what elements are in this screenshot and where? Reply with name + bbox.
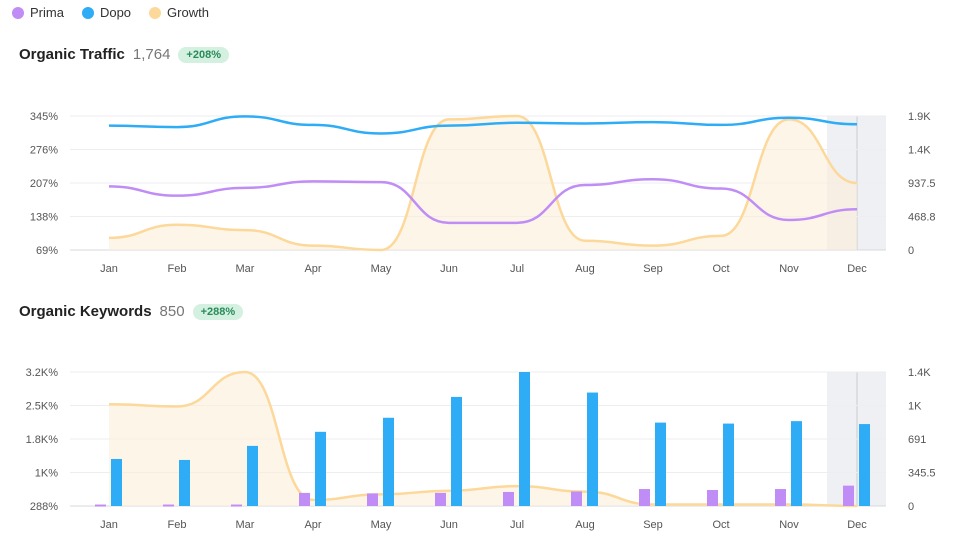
keywords-growth-badge: +288% <box>192 303 244 320</box>
left-tick-label: 1K% <box>35 468 58 480</box>
keywords-value: 850 <box>159 303 185 320</box>
keywords-header: Organic Keywords 850 +288% <box>19 303 244 320</box>
legend-label-prima: Prima <box>30 5 64 20</box>
growth-area <box>109 116 857 250</box>
prima-line <box>108 177 858 225</box>
dopo-bar <box>587 392 598 506</box>
organic-traffic-chart: 345% 1.9K 276% 1.4K 207% 937.5 138% 468.8 69% 0 Ja… <box>30 111 936 275</box>
x-tick-label: Sep <box>643 519 663 531</box>
x-tick-label: Dec <box>847 519 867 531</box>
right-tick-label: 345.5 <box>908 468 936 480</box>
right-tick-label: 0 <box>908 501 914 513</box>
x-tick-label: Dec <box>847 263 867 275</box>
right-tick-label: 1.4K <box>908 145 931 157</box>
traffic-header: Organic Traffic 1,764 +208% <box>19 46 229 63</box>
dopo-bar <box>859 424 870 506</box>
x-tick-label: Aug <box>575 519 595 531</box>
dopo-bar <box>383 417 394 506</box>
legend-label-dopo: Dopo <box>99 5 132 20</box>
dopo-bar <box>111 458 122 506</box>
legend-item-prima[interactable]: Prima <box>12 5 64 20</box>
x-tick-label: Jun <box>440 263 458 275</box>
x-tick-label: May <box>371 519 392 531</box>
keywords-title: Organic Keywords <box>19 303 152 320</box>
x-tick-label: Aug <box>575 263 595 275</box>
prima-dot-icon <box>12 6 24 19</box>
left-tick-label: 69% <box>36 245 58 257</box>
prima-bar <box>367 493 378 506</box>
organic-keywords-chart: 3.2K% 1.4K 2.5K% 1K 1.8K% 691 1K% 345.5 288% 0 Jan… <box>26 367 936 531</box>
x-tick-label: Feb <box>168 519 187 531</box>
x-tick-label: Feb <box>168 263 187 275</box>
x-tick-label: Oct <box>712 263 729 275</box>
x-tick-label: Jan <box>100 519 118 531</box>
x-tick-label: Jun <box>440 519 458 531</box>
right-tick-label: 1.9K <box>908 111 931 123</box>
left-tick-label: 207% <box>30 178 58 190</box>
growth-dot-icon <box>149 6 162 19</box>
legend-item-dopo[interactable]: Dopo <box>81 5 132 20</box>
x-tick-label: Nov <box>779 263 799 275</box>
prima-bar <box>707 490 718 506</box>
dopo-bar <box>179 459 190 506</box>
right-tick-label: 1K <box>908 401 922 413</box>
prima-bar <box>503 491 514 506</box>
prima-bar <box>571 491 582 506</box>
prima-bar <box>639 489 650 506</box>
left-tick-label: 276% <box>30 145 58 157</box>
traffic-growth-badge: +208% <box>178 46 229 63</box>
left-tick-label: 1.8K% <box>26 434 59 446</box>
x-tick-label: Mar <box>236 263 255 275</box>
left-tick-label: 345% <box>30 111 58 123</box>
dopo-dot-icon <box>81 6 94 19</box>
left-tick-label: 138% <box>30 212 58 224</box>
right-tick-label: 0 <box>908 245 914 257</box>
x-tick-label: May <box>371 263 392 275</box>
right-tick-label: 691 <box>908 434 926 446</box>
x-tick-label: Sep <box>643 263 663 275</box>
right-tick-label: 468.8 <box>908 212 936 224</box>
dopo-bar <box>655 422 666 506</box>
left-tick-label: 288% <box>30 501 58 513</box>
legend: Prima Dopo Growth <box>12 5 209 20</box>
dopo-bar <box>451 396 462 506</box>
prima-bar <box>163 504 174 507</box>
x-tick-label: Apr <box>304 519 321 531</box>
right-tick-label: 937.5 <box>908 178 936 190</box>
dopo-bar <box>791 421 802 506</box>
x-tick-label: Nov <box>779 519 799 531</box>
dopo-line <box>108 115 858 135</box>
left-tick-label: 2.5K% <box>26 401 59 413</box>
prima-bar <box>775 489 786 506</box>
dopo-bar <box>247 445 258 506</box>
prima-bar <box>95 504 106 507</box>
prima-bar <box>299 492 310 506</box>
dopo-bar <box>519 372 530 506</box>
x-tick-label: Jul <box>510 519 524 531</box>
dopo-bar <box>723 423 734 506</box>
prima-bar <box>231 504 242 507</box>
prima-bar <box>843 485 854 506</box>
legend-label-growth: Growth <box>167 5 209 20</box>
x-tick-label: Oct <box>712 519 729 531</box>
x-tick-label: Mar <box>236 519 255 531</box>
x-tick-label: Jul <box>510 263 524 275</box>
traffic-value: 1,764 <box>132 46 171 63</box>
x-tick-label: Apr <box>304 263 321 275</box>
x-tick-label: Jan <box>100 263 118 275</box>
left-tick-label: 3.2K% <box>26 367 59 379</box>
right-tick-label: 1.4K <box>908 367 931 379</box>
dopo-bar <box>315 431 326 506</box>
legend-item-growth[interactable]: Growth <box>149 5 209 20</box>
prima-bar <box>435 492 446 506</box>
traffic-title: Organic Traffic <box>19 46 125 63</box>
